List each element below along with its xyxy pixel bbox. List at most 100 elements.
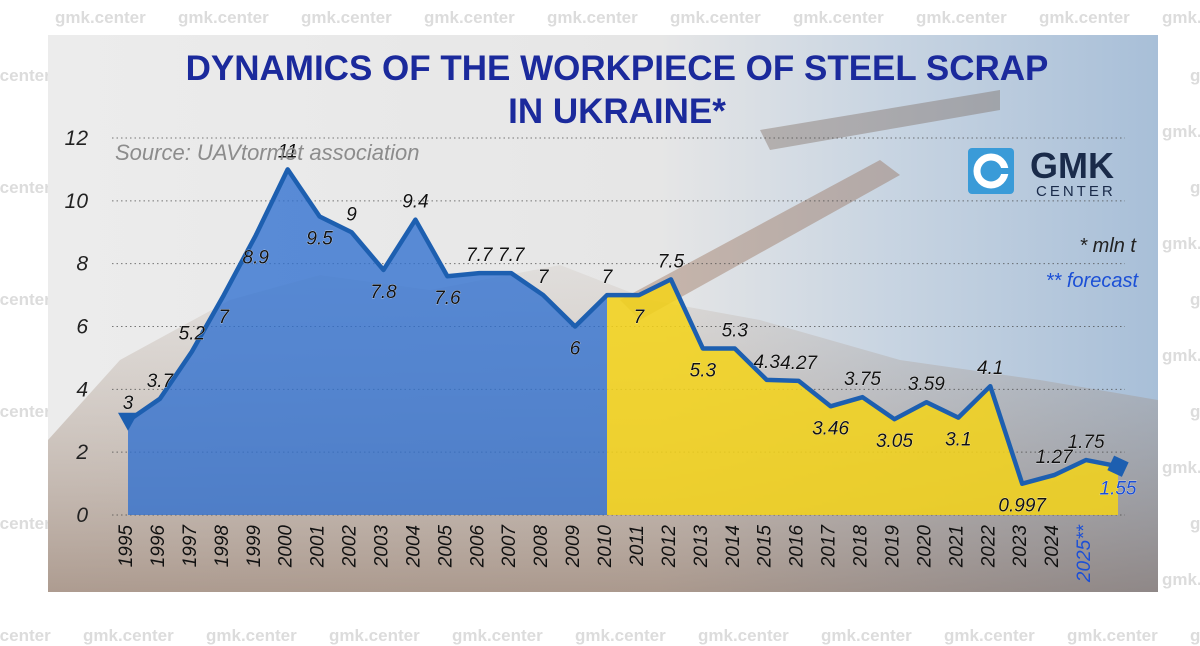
data-label: 4.3 [753, 352, 780, 373]
x-tick-label: 2005 [435, 525, 456, 569]
y-tick-label: 2 [75, 441, 88, 464]
source-text: Source: UAVtormet association [115, 140, 419, 165]
watermark-text: gmk.center [0, 290, 51, 309]
steel-beam [620, 160, 900, 320]
x-tick-label: 2024 [1042, 525, 1063, 568]
unit-note: * mln t [1079, 235, 1137, 257]
x-tick-label: 2014 [723, 525, 744, 568]
data-label: 0.997 [998, 496, 1047, 517]
infographic: gmk.center gmk.center gmk.center gmk.center… [0, 8, 1200, 645]
data-label: 7 [219, 307, 231, 328]
data-label: 7 [634, 307, 646, 328]
y-tick-label: 6 [76, 316, 88, 339]
x-tick-label: 2010 [595, 525, 616, 569]
watermark-text: gmk.center [424, 8, 515, 27]
logo-sub: CENTER [1036, 183, 1116, 200]
watermark-text: gmk.center [1162, 234, 1200, 253]
watermark-text: gmk.center [916, 8, 1007, 27]
x-tick-label: 2025** [1074, 524, 1095, 583]
watermark-text: gmk.center [301, 8, 392, 27]
x-tick-label: 2018 [851, 525, 872, 569]
x-tick-label: 2013 [691, 525, 712, 569]
data-label: 9 [346, 204, 357, 225]
data-label: 3.05 [876, 431, 913, 452]
logo-name: GMK [1030, 145, 1114, 186]
x-tick-label: 1995 [116, 525, 137, 568]
gmk-logo: GMK CENTER [968, 145, 1116, 200]
x-tick-label: 2023 [1010, 525, 1031, 569]
watermark-text: gmk.center [1190, 514, 1200, 533]
watermark-text: gmk.center [1190, 402, 1200, 421]
steel-scrap-chart: 0 2 4 6 8 10 12 1995 1996 1997 1998 1999 2000 2001 20… [48, 35, 1158, 592]
y-axis-ticks: 0 2 4 6 8 10 12 [65, 127, 89, 527]
data-label: 3.59 [908, 374, 945, 395]
x-tick-label: 2003 [371, 525, 392, 569]
data-label: 3.75 [844, 369, 881, 390]
x-tick-label: 2011 [627, 525, 648, 567]
x-tick-label: 2008 [531, 525, 552, 569]
x-tick-label: 2009 [563, 525, 584, 569]
y-tick-label: 0 [76, 504, 88, 527]
watermark-text: gmk.center [1162, 346, 1200, 365]
data-label: 7.7 [466, 245, 494, 266]
watermark-text: gmk.center [1162, 8, 1200, 27]
data-label: 7.7 [498, 245, 526, 266]
data-label: 1.75 [1068, 432, 1105, 453]
data-label: 5.3 [722, 320, 749, 341]
data-label: 7.5 [658, 251, 685, 272]
x-tick-label: 2001 [308, 525, 329, 568]
data-label: 4.1 [977, 358, 1003, 379]
y-tick-label: 8 [76, 253, 88, 276]
y-tick-label: 10 [65, 190, 89, 213]
end-marker [1107, 455, 1129, 477]
forecast-note: ** forecast [1046, 270, 1140, 292]
x-tick-label: 1996 [148, 525, 169, 568]
x-tick-label: 2017 [819, 524, 840, 569]
chart-title-line-2: IN UKRAINE* [508, 92, 726, 131]
x-tick-label: 2015 [755, 525, 776, 569]
x-tick-label: 2007 [499, 524, 520, 569]
data-label: 7.6 [434, 288, 461, 309]
data-label: 6 [570, 339, 581, 360]
x-tick-label: 2021 [946, 525, 967, 568]
series-line-path [126, 167, 1119, 486]
x-tick-label: 2000 [276, 525, 297, 569]
steel-beam [760, 90, 1000, 150]
watermark-text: gmk.center [0, 514, 51, 533]
data-label: 7.8 [370, 282, 397, 303]
watermark-text: gmk.center [0, 178, 51, 197]
watermark-text: gmk.center [670, 8, 761, 27]
data-label: 7 [538, 267, 550, 288]
x-tick-label: 2020 [914, 525, 935, 569]
watermark-text: gmk.center [178, 8, 269, 27]
data-label: 3.46 [812, 418, 849, 439]
y-tick-label: 4 [76, 378, 88, 401]
x-tick-label: 2006 [467, 525, 488, 569]
start-marker [118, 412, 138, 431]
watermark-text: gmk.center [55, 8, 146, 27]
logo-notch [991, 168, 1014, 174]
watermark-text: gmk.center [793, 8, 884, 27]
area-blue [128, 169, 608, 515]
watermark-text: gmk.center [0, 402, 51, 421]
x-tick-label: 2016 [787, 525, 808, 569]
watermark-text: gmk.center [1190, 66, 1200, 85]
y-tick-label: 12 [65, 127, 89, 150]
watermark-text: gmk.center [1039, 8, 1130, 27]
data-label: 5.2 [179, 324, 206, 345]
data-label: 4.27 [780, 353, 818, 374]
data-label: 1.27 [1036, 447, 1074, 468]
x-tick-label: 1999 [244, 525, 265, 568]
x-tick-label: 2019 [882, 525, 903, 569]
watermark-text: gmk.center [1162, 122, 1200, 141]
watermark-text: gmk.center [1162, 570, 1200, 589]
data-label: 3 [123, 393, 134, 414]
data-label: 8.9 [243, 247, 270, 268]
series-line [118, 167, 1129, 486]
x-tick-label: 1997 [180, 524, 201, 568]
watermark-text: gmk.center [1162, 458, 1200, 477]
chart-title-line-1: DYNAMICS OF THE WORKPIECE OF STEEL SCRAP [186, 49, 1049, 88]
data-label: 7 [602, 267, 614, 288]
data-label: 1.55 [1100, 478, 1137, 499]
